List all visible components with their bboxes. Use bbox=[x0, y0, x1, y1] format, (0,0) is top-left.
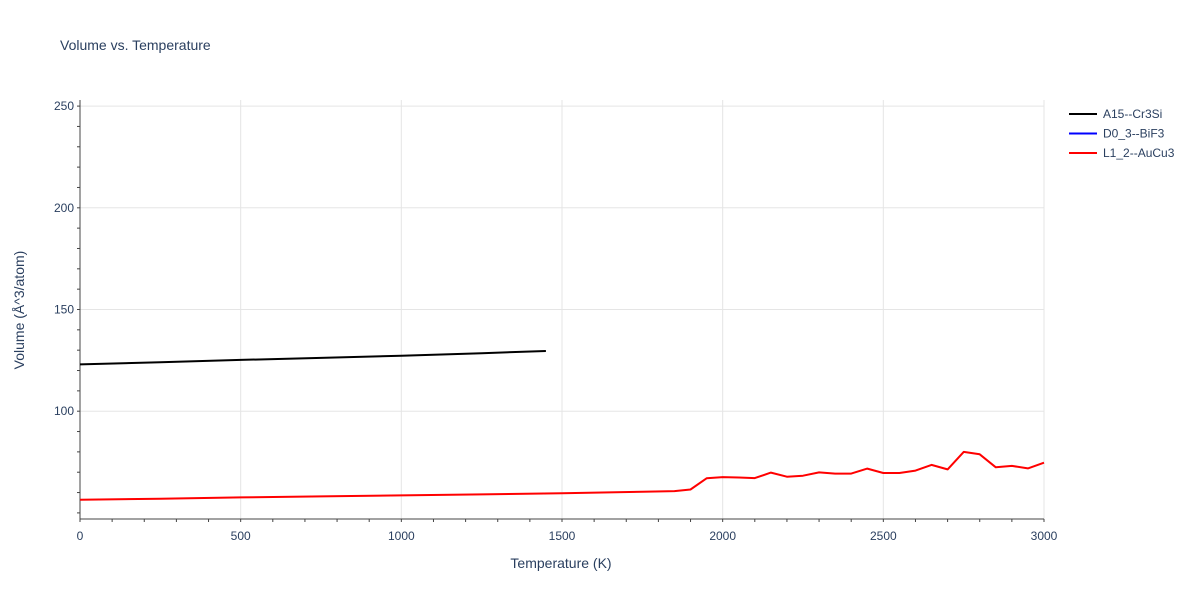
y-ticks: 100 150 200 250 bbox=[54, 99, 74, 418]
x-axis-title: Temperature (K) bbox=[510, 555, 611, 571]
legend-item[interactable]: D0_3--BiF3 bbox=[1069, 127, 1165, 141]
y-tick-label: 150 bbox=[54, 303, 74, 317]
y-tick-label: 200 bbox=[54, 201, 74, 215]
x-tick-label: 1000 bbox=[388, 529, 415, 543]
legend-label: A15--Cr3Si bbox=[1103, 107, 1162, 121]
series-group bbox=[79, 350, 1045, 501]
x-ticks: 0 500 1000 1500 2000 2500 3000 bbox=[77, 529, 1058, 543]
axes bbox=[77, 100, 1045, 522]
series-line-l1-2-aucu3[interactable] bbox=[79, 450, 1045, 501]
y-tick-label: 250 bbox=[54, 99, 74, 113]
x-tick-label: 2000 bbox=[709, 529, 736, 543]
legend-item[interactable]: A15--Cr3Si bbox=[1069, 107, 1162, 121]
y-axis-title: Volume (Å^3/atom) bbox=[11, 251, 27, 370]
legend: A15--Cr3Si D0_3--BiF3 L1_2--AuCu3 bbox=[1069, 107, 1175, 160]
x-tick-label: 2500 bbox=[870, 529, 897, 543]
y-tick-label: 100 bbox=[54, 404, 74, 418]
legend-label: L1_2--AuCu3 bbox=[1103, 146, 1175, 160]
x-tick-label: 1500 bbox=[549, 529, 576, 543]
series-line-a15-cr3si[interactable] bbox=[79, 350, 546, 366]
x-tick-label: 3000 bbox=[1031, 529, 1058, 543]
grid bbox=[80, 100, 1045, 519]
chart-title: Volume vs. Temperature bbox=[60, 37, 211, 53]
x-tick-label: 500 bbox=[231, 529, 251, 543]
x-tick-label: 0 bbox=[77, 529, 84, 543]
legend-label: D0_3--BiF3 bbox=[1103, 127, 1165, 141]
legend-item[interactable]: L1_2--AuCu3 bbox=[1069, 146, 1175, 160]
